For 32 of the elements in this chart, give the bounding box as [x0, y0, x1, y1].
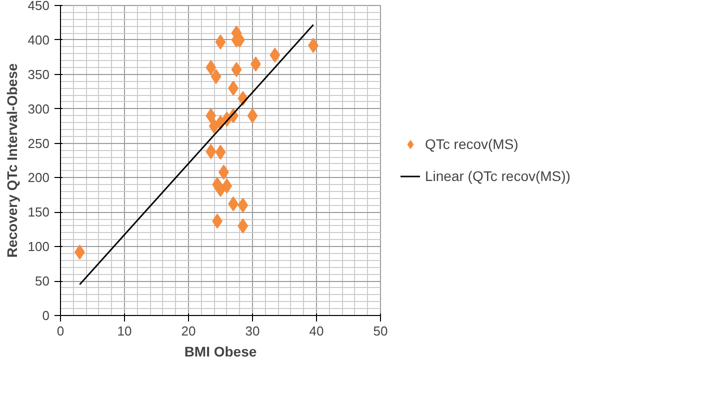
y-tick-label: 150 — [28, 204, 50, 220]
y-tick-label: 350 — [28, 66, 50, 82]
y-tick-label: 100 — [28, 239, 50, 254]
x-tick-label: 30 — [245, 324, 260, 338]
legend-label: QTc recov(MS) — [425, 136, 518, 152]
y-tick-label: 300 — [28, 101, 50, 116]
point — [222, 178, 232, 194]
point — [215, 144, 226, 160]
point — [206, 144, 216, 160]
point — [270, 48, 280, 63]
y-tick-label: 450 — [28, 0, 50, 13]
x-tick-label: 0 — [56, 324, 64, 338]
point — [238, 198, 248, 213]
y-tick-label: 400 — [28, 32, 50, 48]
point — [238, 218, 248, 234]
point — [206, 60, 216, 75]
point — [206, 108, 216, 124]
x-tick-label: 10 — [117, 324, 132, 338]
y-tick-label: 250 — [28, 136, 50, 151]
y-axis-title: Recovery QTc Interval-Obese — [4, 63, 20, 258]
x-tick-label: 50 — [373, 324, 388, 338]
point — [247, 108, 258, 124]
point — [215, 34, 226, 50]
legend-label: Linear (QTc recov(MS)) — [425, 168, 570, 184]
y-tick-label: 0 — [42, 308, 50, 323]
point — [210, 68, 222, 84]
x-tick-label: 40 — [309, 324, 324, 338]
y-tick-label: 200 — [28, 170, 50, 186]
y-tick-label: 50 — [35, 274, 50, 289]
point — [231, 62, 242, 78]
x-tick-label: 20 — [181, 324, 196, 338]
x-axis-title: BMI Obese — [184, 344, 257, 360]
